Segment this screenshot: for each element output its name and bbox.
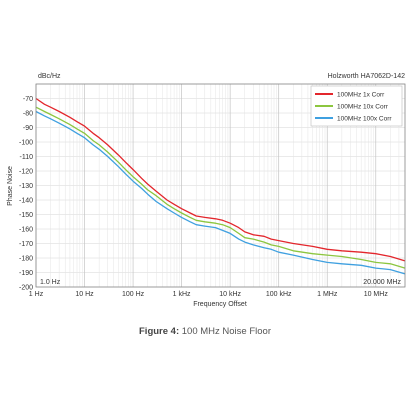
caption-text: 100 MHz Noise Floor [179, 326, 271, 337]
plot-frame [35, 83, 406, 288]
y-tick-label: -140 [19, 198, 33, 205]
x-tick-labels: 1 Hz 10 Hz 100 Hz 1 kHz 10 kHz 100 kHz 1 MHz 10… [29, 291, 389, 298]
series-line [35, 97, 406, 262]
x-tick-label: 1 kHz [173, 291, 191, 298]
x-axis-label: Frequency Offset [193, 301, 247, 308]
y-tick-label: -180 [19, 256, 33, 263]
y-tick-label: -100 [19, 140, 33, 147]
series-lines [35, 97, 406, 275]
y-tick-label: -160 [19, 227, 33, 234]
x-tick-label: 10 kHz [219, 291, 241, 298]
y-unit-label: dBc/Hz [38, 73, 61, 80]
y-tick-label: -120 [19, 169, 33, 176]
phase-noise-chart: dBc/Hz Holzworth HA7062D-142 -70 -80 -90 -1… [7, 73, 406, 308]
stop-frequency-label: 20.000 MHz [363, 279, 401, 286]
series-line [35, 110, 406, 275]
caption-label: Figure 4: [139, 326, 180, 337]
x-tick-label: 10 MHz [364, 291, 389, 298]
series-line [35, 106, 406, 269]
y-tick-labels: -70 -80 -90 -100 -110 -120 -130 -140 -150 -160 -17… [19, 96, 33, 292]
legend-label: 100MHz 1x Corr [337, 91, 385, 98]
x-tick-label: 100 kHz [266, 291, 292, 298]
figure-caption: Figure 4: 100 MHz Noise Floor [0, 326, 410, 337]
x-tick-label: 1 MHz [317, 291, 338, 298]
y-tick-label: -170 [19, 241, 33, 248]
y-tick-label: -80 [23, 111, 33, 118]
legend: 100MHz 1x Corr 100MHz 10x Corr 100MHz 100x… [310, 85, 403, 127]
y-tick-label: -70 [23, 96, 33, 103]
y-tick-label: -90 [23, 125, 33, 132]
y-tick-label: -110 [20, 154, 34, 161]
y-tick-label: -130 [19, 183, 33, 190]
y-tick-label: -200 [19, 285, 33, 292]
legend-label: 100MHz 10x Corr [337, 103, 389, 110]
legend-label: 100MHz 100x Corr [337, 115, 392, 122]
x-tick-label: 1 Hz [29, 291, 44, 298]
x-tick-label: 10 Hz [75, 291, 94, 298]
y-tick-label: -150 [19, 212, 33, 219]
instrument-label: Holzworth HA7062D-142 [328, 73, 406, 80]
y-tick-label: -190 [19, 270, 33, 277]
start-frequency-label: 1.0 Hz [40, 279, 61, 286]
y-axis-label: Phase Noise [7, 166, 14, 206]
x-tick-label: 100 Hz [122, 291, 145, 298]
